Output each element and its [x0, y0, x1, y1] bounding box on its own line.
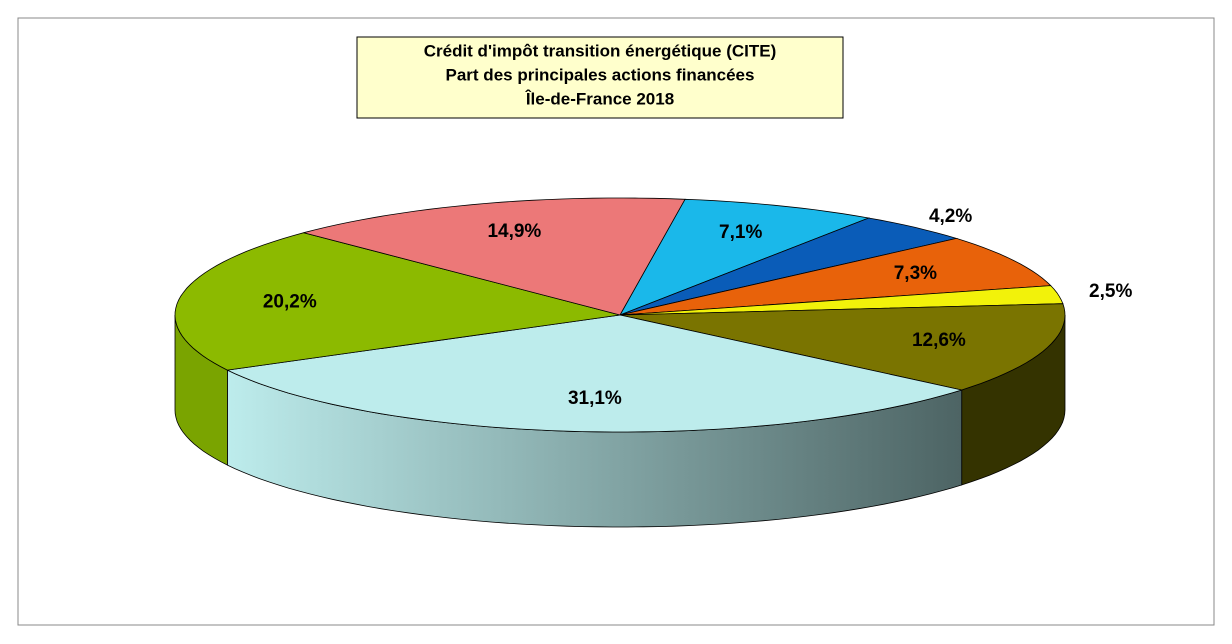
data-label: 12,6% — [912, 330, 966, 351]
pie-slice — [619, 217, 959, 316]
data-label: 2,5% — [1089, 281, 1132, 302]
chart-title: Crédit d'impôt transition énergétique (C… — [424, 41, 777, 60]
pie: 7,1% 4,2% 7,3% 2,5% 12,6% 31,1% 20,2% 14,9% — [174, 197, 1132, 528]
pie-slice — [619, 237, 1052, 316]
data-label: 20,2% — [263, 291, 317, 312]
data-label: 14,9% — [487, 221, 541, 242]
pie-slice — [174, 232, 621, 371]
data-label: 4,2% — [929, 206, 972, 227]
data-label: 7,3% — [894, 263, 937, 284]
pie-slice — [619, 198, 871, 316]
data-label: 31,1% — [568, 388, 622, 409]
data-label: 7,1% — [719, 222, 762, 243]
pie-slice — [303, 197, 686, 316]
pie-slice — [226, 314, 964, 433]
pie-slice — [619, 285, 1064, 316]
title-box — [356, 36, 844, 119]
chart-subtitle: Part des principales actions financées — [446, 65, 755, 84]
chart-subtitle: Île-de-France 2018 — [525, 89, 674, 108]
pie-slice — [619, 303, 1066, 391]
